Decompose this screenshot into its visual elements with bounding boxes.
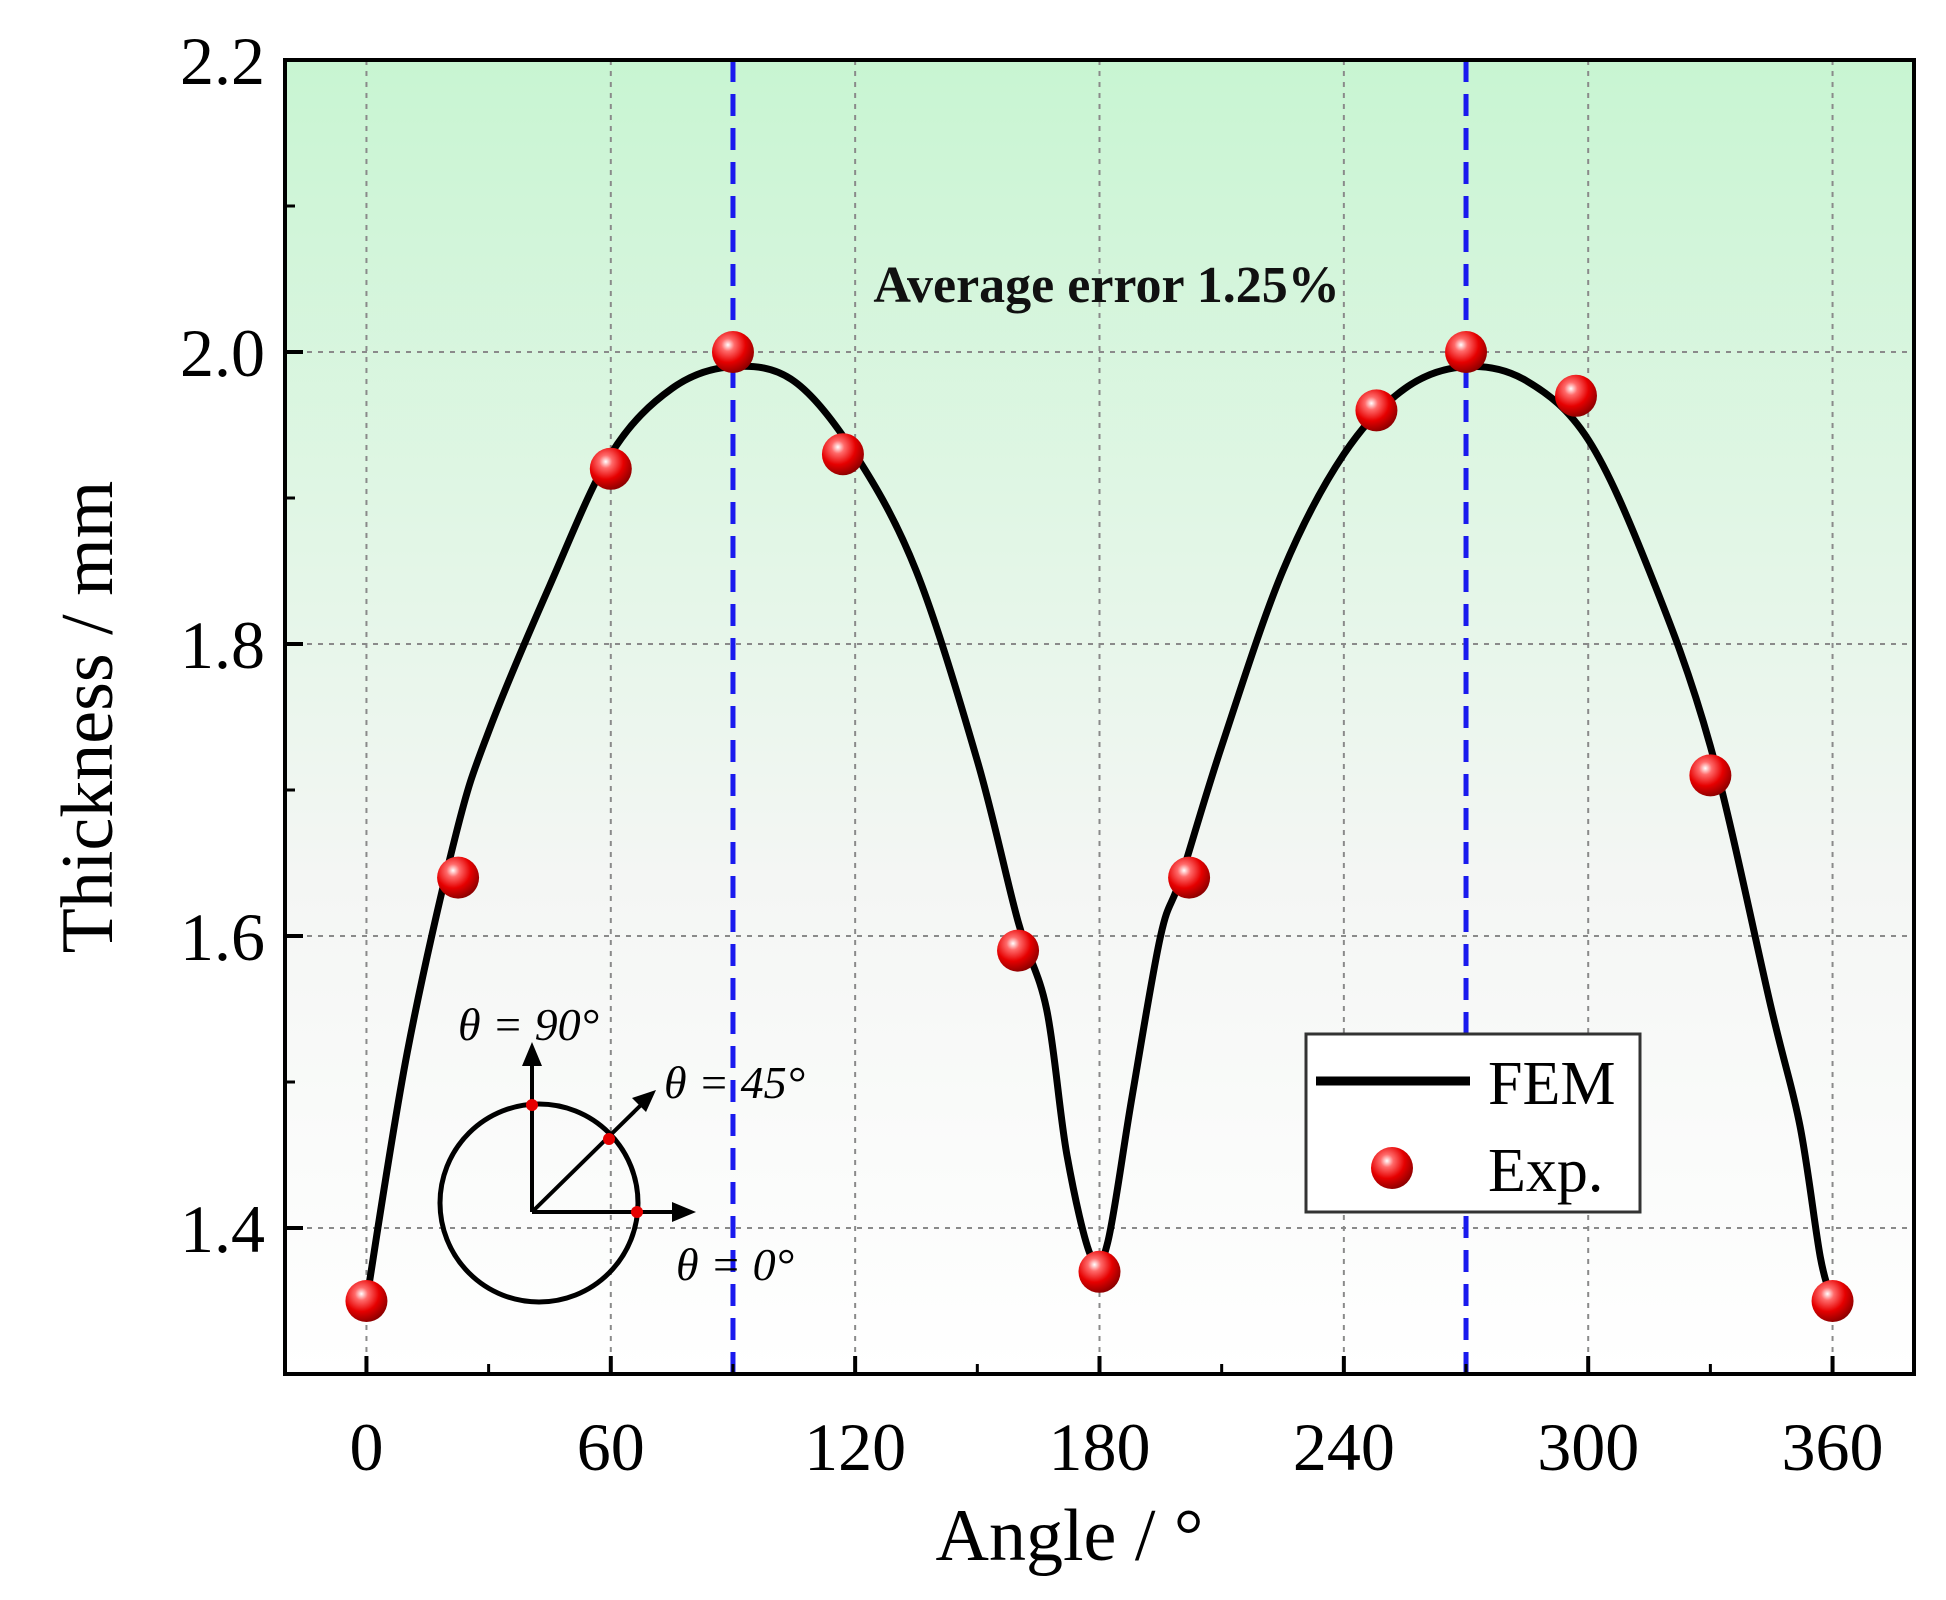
exp-point	[1445, 331, 1488, 373]
plot-background	[285, 60, 1914, 1374]
legend-exp-label: Exp.	[1488, 1137, 1603, 1205]
inset-point-90	[526, 1099, 538, 1111]
y-tick-label: 1.8	[180, 607, 265, 683]
legend-exp-swatch	[1371, 1147, 1413, 1189]
x-tick-label: 120	[804, 1409, 906, 1485]
x-tick-label: 60	[577, 1409, 645, 1485]
y-axis-label: Thickness / mm	[47, 481, 129, 954]
legend-fem-label: FEM	[1488, 1050, 1615, 1118]
x-tick-label: 300	[1537, 1409, 1639, 1485]
x-tick-label: 180	[1049, 1409, 1151, 1485]
inset-axis-45	[530, 1102, 644, 1214]
inset-label-0: θ = 0°	[676, 1239, 794, 1290]
axes: 0 60 120 180 240 300 360 1.4 1.6 1.8 2.0 2.2	[180, 23, 1884, 1485]
fem-series	[362, 362, 1836, 1303]
y-tick-label: 1.4	[180, 1191, 265, 1267]
angle-inset-diagram: θ = 90° θ = 45° θ = 0°	[437, 999, 805, 1305]
x-tick-label: 240	[1293, 1409, 1395, 1485]
fem-line	[362, 362, 1836, 1303]
exp-point	[1168, 856, 1211, 899]
exp-point	[589, 447, 632, 490]
x-axis-label: Angle / °	[936, 1495, 1204, 1577]
x-tick-label: 0	[349, 1409, 383, 1485]
arrow-right-icon	[672, 1202, 696, 1222]
x-tick-label: 360	[1782, 1409, 1884, 1485]
arrow-up-icon	[522, 1042, 542, 1066]
exp-point	[1689, 754, 1732, 797]
exp-point	[1355, 389, 1398, 432]
y-tick-label: 2.2	[180, 23, 265, 99]
inset-point-0	[631, 1206, 643, 1218]
inset-label-45: θ = 45°	[664, 1057, 805, 1108]
exp-series	[345, 331, 1854, 1322]
exp-point	[1078, 1250, 1121, 1293]
legend: FEM Exp.	[1304, 1032, 1642, 1214]
exp-point	[345, 1280, 388, 1322]
exp-point	[1554, 374, 1597, 417]
inset-point-45	[603, 1133, 615, 1145]
average-error-annotation: Average error 1.25%	[873, 257, 1339, 314]
exp-point	[437, 856, 480, 899]
inset-circle	[437, 1101, 641, 1305]
inset-label-90: θ = 90°	[458, 999, 599, 1050]
exp-point	[821, 433, 864, 476]
exp-point	[1811, 1280, 1854, 1322]
legend-box	[1304, 1032, 1642, 1214]
y-tick-label: 1.6	[180, 899, 265, 975]
arrow-diagonal-icon	[632, 1090, 656, 1112]
exp-point	[997, 929, 1040, 972]
y-tick-label: 2.0	[180, 315, 265, 391]
exp-point	[711, 331, 754, 373]
